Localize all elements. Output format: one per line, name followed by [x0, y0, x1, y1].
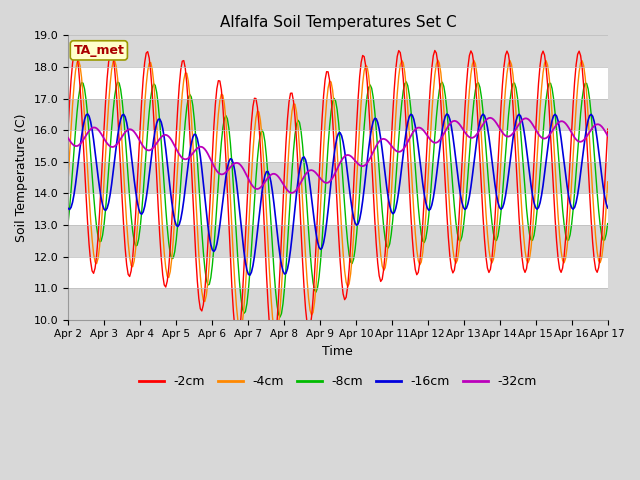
-16cm — [64, 205, 72, 211]
-16cm — [246, 272, 253, 278]
-32cm — [225, 166, 233, 172]
-4cm — [64, 179, 72, 185]
Line: -2cm: -2cm — [68, 50, 608, 350]
-2cm — [303, 320, 311, 326]
-8cm — [403, 79, 410, 85]
Bar — [68, 193, 608, 225]
-16cm — [227, 156, 234, 162]
Text: TA_met: TA_met — [74, 44, 124, 57]
-4cm — [243, 259, 251, 265]
-4cm — [301, 253, 309, 259]
-4cm — [434, 57, 442, 63]
-2cm — [244, 171, 252, 177]
-2cm — [132, 211, 140, 217]
-16cm — [244, 272, 252, 277]
-32cm — [252, 186, 260, 192]
-16cm — [84, 111, 92, 117]
-8cm — [225, 125, 233, 131]
-16cm — [132, 189, 140, 194]
-4cm — [225, 165, 233, 171]
-4cm — [577, 60, 584, 66]
-2cm — [269, 347, 276, 353]
-8cm — [252, 176, 260, 181]
Line: -4cm: -4cm — [68, 60, 608, 337]
-4cm — [131, 258, 138, 264]
-4cm — [252, 115, 260, 120]
-32cm — [577, 139, 584, 144]
Bar — [68, 256, 608, 288]
Y-axis label: Soil Temperature (C): Soil Temperature (C) — [15, 113, 28, 242]
-16cm — [577, 170, 584, 176]
-32cm — [131, 129, 138, 135]
-2cm — [577, 53, 584, 59]
Line: -32cm: -32cm — [68, 118, 608, 193]
-32cm — [243, 173, 251, 179]
-4cm — [604, 179, 612, 185]
-8cm — [131, 238, 138, 244]
-8cm — [577, 110, 584, 116]
Bar — [68, 130, 608, 162]
-4cm — [271, 334, 279, 340]
Line: -16cm: -16cm — [68, 114, 608, 275]
-2cm — [604, 126, 612, 132]
-8cm — [64, 221, 72, 227]
-2cm — [64, 126, 72, 132]
-8cm — [243, 301, 251, 307]
-8cm — [604, 221, 612, 227]
-32cm — [288, 190, 296, 196]
-16cm — [255, 215, 263, 220]
-32cm — [64, 135, 72, 141]
-2cm — [253, 105, 261, 110]
-8cm — [276, 314, 284, 320]
-2cm — [108, 48, 115, 53]
-2cm — [227, 254, 234, 260]
-16cm — [604, 205, 612, 211]
-32cm — [301, 171, 309, 177]
-32cm — [486, 115, 494, 120]
-16cm — [303, 163, 311, 169]
Legend: -2cm, -4cm, -8cm, -16cm, -32cm: -2cm, -4cm, -8cm, -16cm, -32cm — [134, 370, 542, 393]
-32cm — [604, 133, 612, 139]
X-axis label: Time: Time — [323, 345, 353, 358]
-8cm — [301, 181, 309, 187]
Bar — [68, 67, 608, 98]
Title: Alfalfa Soil Temperatures Set C: Alfalfa Soil Temperatures Set C — [220, 15, 456, 30]
Line: -8cm: -8cm — [68, 82, 608, 317]
